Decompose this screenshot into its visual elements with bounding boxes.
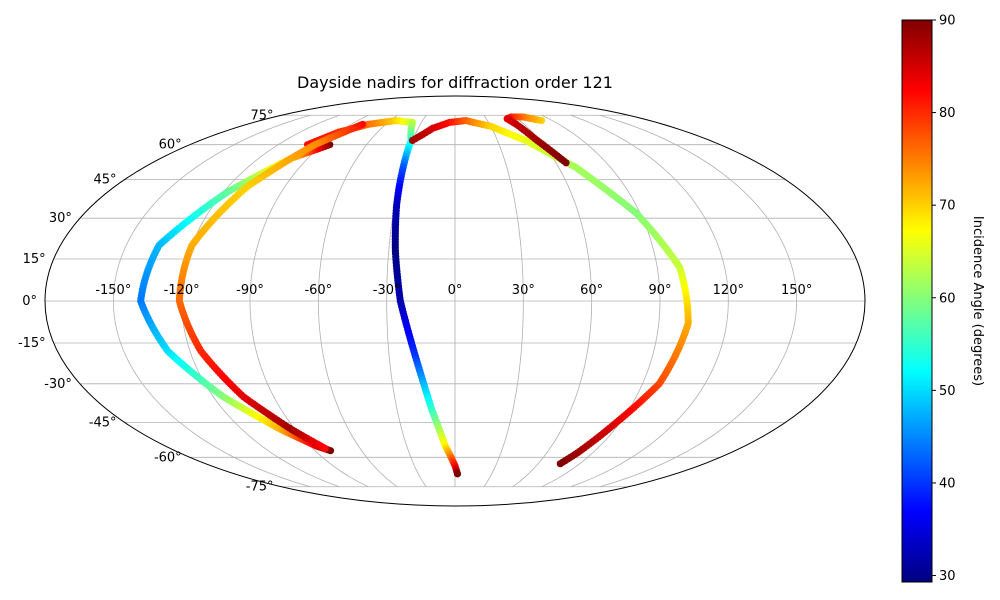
longitude-gridline <box>541 114 661 488</box>
longitude-tick-label: 0° <box>448 283 463 298</box>
data-point <box>321 444 329 453</box>
longitude-tick-label: -60° <box>304 283 332 298</box>
latitude-labels: -75° -60° -45° -30° -15° 0° 15° 30° 45° 60° 75° <box>18 108 274 494</box>
latitude-tick-label: 0° <box>22 294 37 309</box>
latitude-tick-label: 15° <box>23 252 46 267</box>
longitude-tick-label: 30° <box>512 283 535 298</box>
graticule <box>45 114 865 488</box>
latitude-tick-label: -75° <box>246 480 274 495</box>
longitude-tick-label: -150° <box>95 283 131 298</box>
longitude-tick-label: -90° <box>236 283 264 298</box>
latitude-tick-label: 75° <box>250 108 273 123</box>
colorbar-tick-label: 50 <box>939 384 956 399</box>
colorbar: 30 40 50 60 70 80 90 Incidence Angle (degrees) <box>901 14 985 584</box>
map-plot: -150° -120° -90° -60° -30° 0° 30° 60° 90° 120° 150… <box>18 95 866 507</box>
latitude-tick-label: 45° <box>94 173 117 188</box>
longitude-tick-label: 150° <box>781 283 812 298</box>
longitude-gridline <box>112 114 311 488</box>
longitude-gridline <box>570 114 729 488</box>
colorbar-tick-label: 70 <box>939 199 956 214</box>
latitude-tick-label: -30° <box>44 377 72 392</box>
data-points <box>137 113 692 478</box>
latitude-tick-label: 30° <box>49 211 72 226</box>
longitude-gridline <box>483 115 524 487</box>
longitude-tick-label: 60° <box>580 283 603 298</box>
colorbar-tick-label: 90 <box>939 14 956 29</box>
longitude-gridline <box>599 114 798 488</box>
colorbar-tick-label: 40 <box>939 476 956 491</box>
colorbar-label: Incidence Angle (degrees) <box>970 216 985 386</box>
colorbar-ticks: 30 40 50 60 70 80 90 <box>932 14 956 584</box>
longitude-labels: -150° -120° -90° -60° -30° 0° 30° 60° 90° 120° 150… <box>95 283 812 298</box>
map-border <box>44 95 866 507</box>
longitude-gridline <box>512 114 593 488</box>
longitude-tick-label: -30° <box>373 283 401 298</box>
latitude-tick-label: 60° <box>159 138 182 153</box>
data-point <box>453 470 462 478</box>
latitude-tick-label: -15° <box>18 336 46 351</box>
longitude-tick-label: -120° <box>164 283 200 298</box>
data-point <box>562 159 570 167</box>
chart-title: Dayside nadirs for diffraction order 121 <box>297 73 613 92</box>
longitude-tick-label: 90° <box>648 283 671 298</box>
longitude-gridline <box>317 114 398 488</box>
data-point <box>556 460 564 468</box>
latitude-tick-label: -45° <box>89 415 117 430</box>
colorbar-tick-label: 80 <box>939 106 956 121</box>
colorbar-tick-label: 30 <box>939 569 956 584</box>
longitude-tick-label: 120° <box>713 283 744 298</box>
colorbar-gradient <box>901 19 933 583</box>
latitude-tick-label: -60° <box>154 450 182 465</box>
colorbar-tick-label: 60 <box>939 291 956 306</box>
